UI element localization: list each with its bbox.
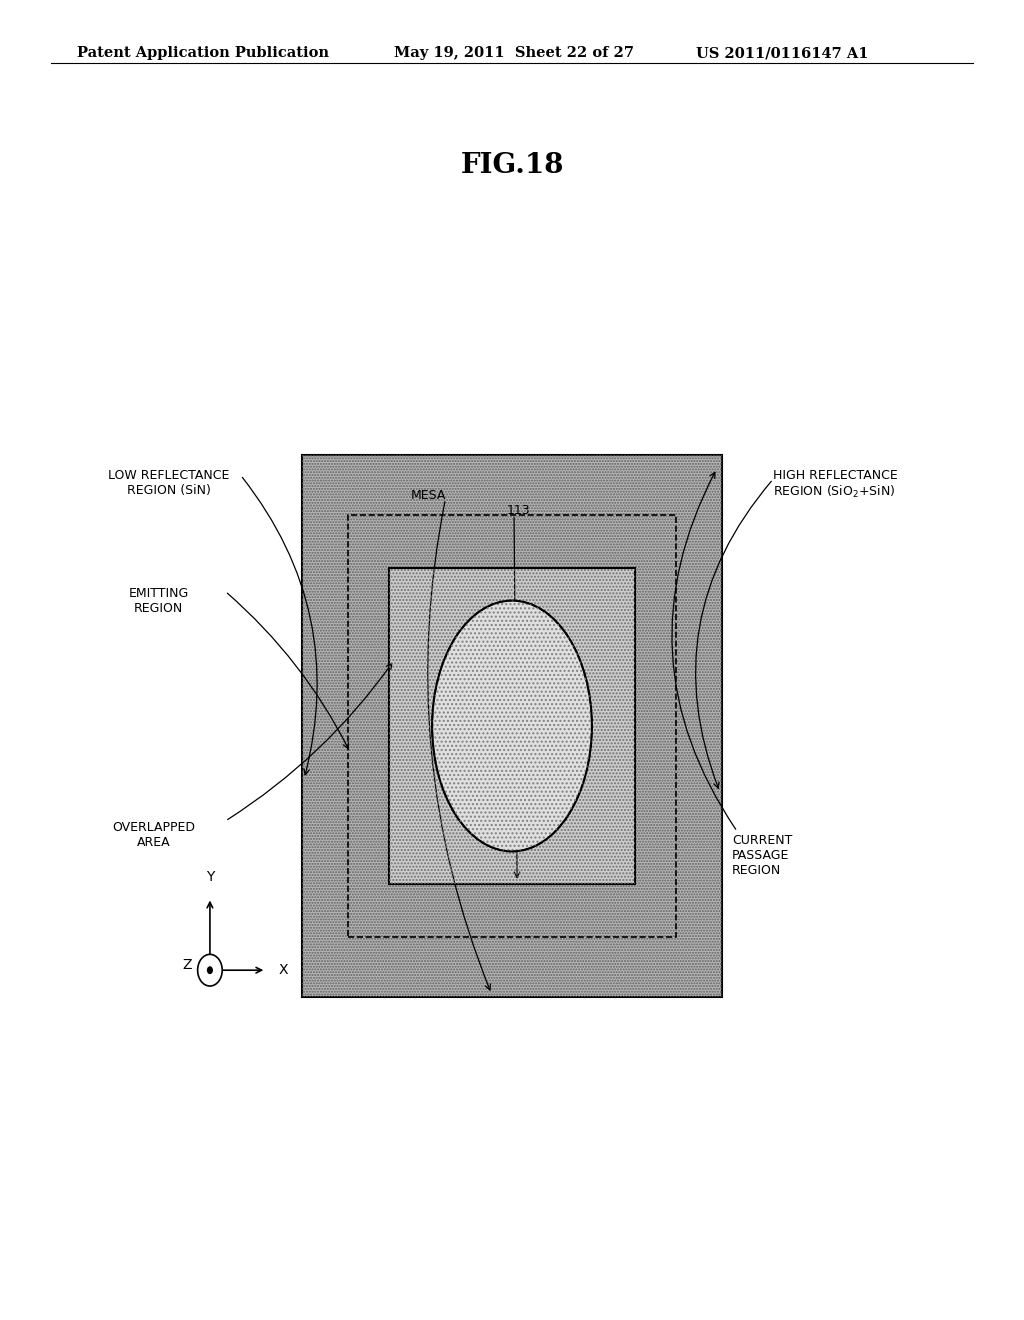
Text: May 19, 2011  Sheet 22 of 27: May 19, 2011 Sheet 22 of 27 — [394, 46, 634, 61]
Bar — [348, 515, 676, 937]
Bar — [302, 455, 722, 997]
Text: EMITTING
REGION: EMITTING REGION — [129, 587, 188, 615]
Text: HIGH REFLECTANCE
REGION (SiO$_2$+SiN): HIGH REFLECTANCE REGION (SiO$_2$+SiN) — [773, 469, 898, 500]
Circle shape — [198, 954, 222, 986]
Text: Patent Application Publication: Patent Application Publication — [77, 46, 329, 61]
Circle shape — [207, 966, 213, 974]
Ellipse shape — [432, 601, 592, 851]
Text: LOW REFLECTANCE
REGION (SiN): LOW REFLECTANCE REGION (SiN) — [109, 469, 229, 496]
Text: MESA: MESA — [411, 488, 445, 502]
Bar — [389, 568, 635, 884]
Text: Y: Y — [206, 870, 214, 884]
Bar — [389, 568, 635, 884]
Text: US 2011/0116147 A1: US 2011/0116147 A1 — [696, 46, 868, 61]
Text: X: X — [279, 964, 288, 977]
Text: OVERLAPPED
AREA: OVERLAPPED AREA — [112, 821, 196, 849]
Text: 113: 113 — [507, 504, 530, 517]
Bar — [302, 455, 722, 997]
Text: FIG.18: FIG.18 — [460, 152, 564, 178]
Text: CURRENT
PASSAGE
REGION: CURRENT PASSAGE REGION — [732, 834, 793, 878]
Text: Z: Z — [182, 958, 191, 972]
